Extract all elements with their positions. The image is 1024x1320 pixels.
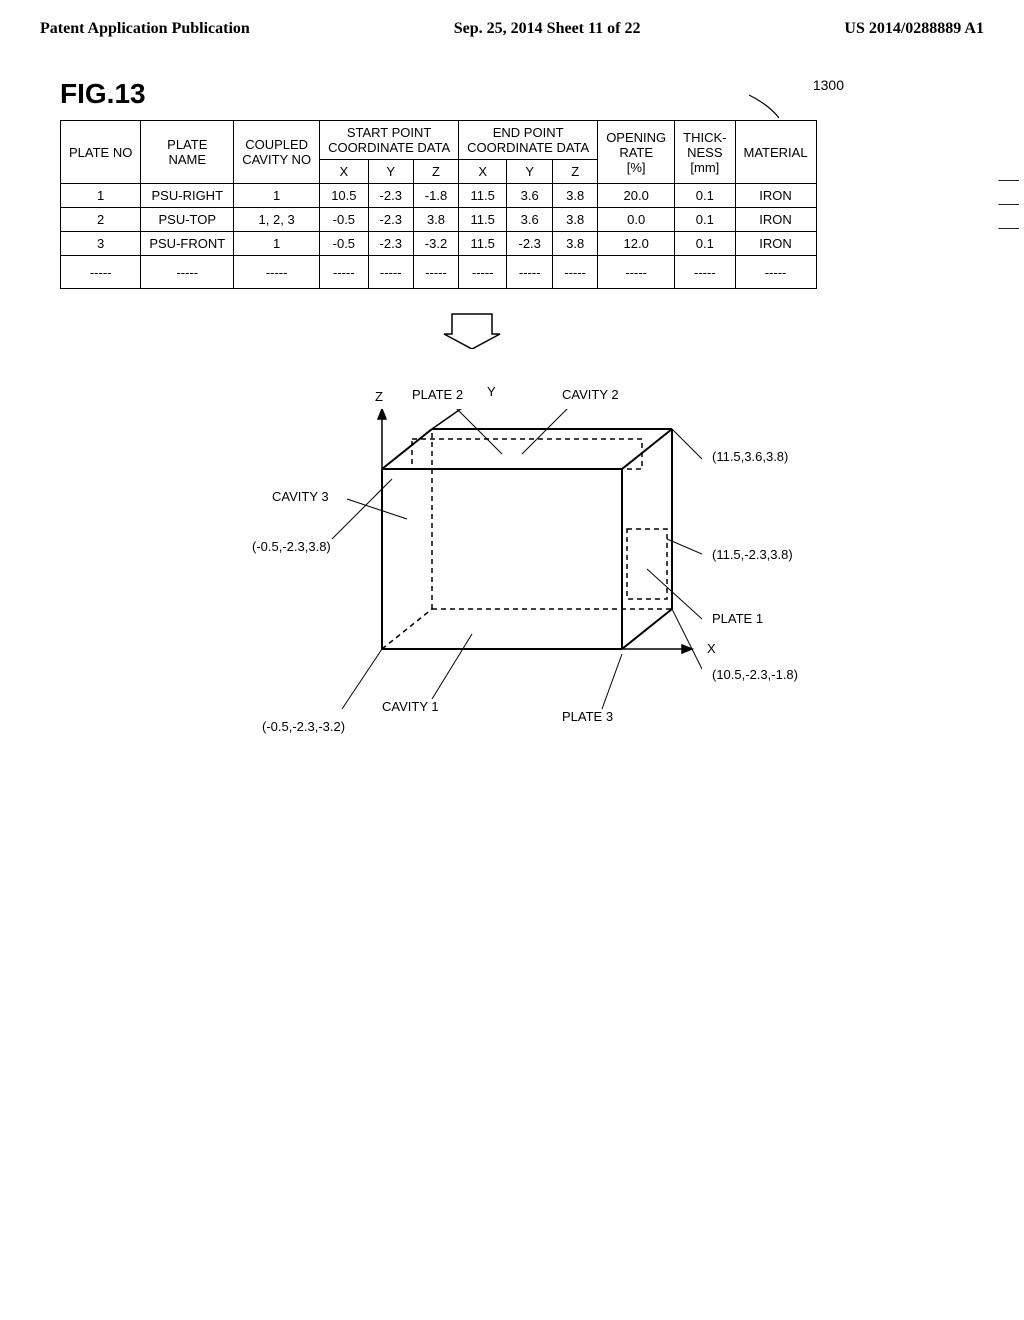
figure-label: FIG.13 <box>60 78 984 110</box>
col-coupled: COUPLED CAVITY NO <box>234 121 320 184</box>
cell-name: PSU-TOP <box>141 208 234 232</box>
col-start: START POINT COORDINATE DATA <box>320 121 459 160</box>
cavity2-label: CAVITY 2 <box>562 387 619 402</box>
cell-thk: 0.1 <box>675 208 735 232</box>
col-ex: X <box>459 160 507 184</box>
cell-sy: -2.3 <box>368 208 413 232</box>
cell-ellipsis: ----- <box>320 256 369 289</box>
col-ey: Y <box>507 160 553 184</box>
coord-c1: (11.5,3.6,3.8) <box>712 449 788 464</box>
cell-ey: 3.6 <box>507 184 553 208</box>
cell-ez: 3.8 <box>553 232 598 256</box>
row-ref-1: 1301-1 <box>998 168 1024 192</box>
cell-ex: 11.5 <box>459 184 507 208</box>
cell-ellipsis: ----- <box>735 256 816 289</box>
cell-ellipsis: ----- <box>598 256 675 289</box>
cube-diagram: Z Y X PLATE 2 CAVITY 2 CAVITY 3 (11.5,3.… <box>162 349 862 849</box>
table-row: 1 PSU-RIGHT 1 10.5 -2.3 -1.8 11.5 3.6 3.… <box>61 184 817 208</box>
cell-sy: -2.3 <box>368 232 413 256</box>
cell-ex: 11.5 <box>459 232 507 256</box>
cavity3-label: CAVITY 3 <box>272 489 329 504</box>
cell-no: 3 <box>61 232 141 256</box>
coord-c5: (-0.5,-2.3,-3.2) <box>262 719 345 734</box>
row-ref-ellipsis: ... <box>998 216 1024 240</box>
col-sy: Y <box>368 160 413 184</box>
col-opening: OPENING RATE [%] <box>598 121 675 184</box>
cell-mat: IRON <box>735 208 816 232</box>
cell-no: 2 <box>61 208 141 232</box>
plate-data-table: PLATE NO PLATE NAME COUPLED CAVITY NO ST… <box>60 120 817 289</box>
axis-y-label: Y <box>487 384 496 399</box>
row-ref-2: 1301-2 <box>998 192 1024 216</box>
cell-ellipsis: ----- <box>368 256 413 289</box>
cell-ellipsis: ----- <box>141 256 234 289</box>
header-left: Patent Application Publication <box>40 20 250 38</box>
cell-sz: -3.2 <box>413 232 458 256</box>
cell-thk: 0.1 <box>675 184 735 208</box>
table-container: 1300 PLATE NO PLATE NAME COUPLED CAVITY … <box>60 120 984 289</box>
coord-c3: (11.5,-2.3,3.8) <box>712 547 793 562</box>
coord-c4: (10.5,-2.3,-1.8) <box>712 667 798 682</box>
coord-c2: (-0.5,-2.3,3.8) <box>252 539 331 554</box>
col-end: END POINT COORDINATE DATA <box>459 121 598 160</box>
cavity1-label: CAVITY 1 <box>382 699 439 714</box>
cell-ey: 3.6 <box>507 208 553 232</box>
cell-open: 12.0 <box>598 232 675 256</box>
col-sz: Z <box>413 160 458 184</box>
table-id-text: 1300 <box>813 77 844 93</box>
table-row: 3 PSU-FRONT 1 -0.5 -2.3 -3.2 11.5 -2.3 3… <box>61 232 817 256</box>
table-row-ellipsis: ----- ----- ----- ----- ----- ----- ----… <box>61 256 817 289</box>
cell-ez: 3.8 <box>553 208 598 232</box>
plate3-label: PLATE 3 <box>562 709 613 724</box>
col-plate-name: PLATE NAME <box>141 121 234 184</box>
cell-sz: -1.8 <box>413 184 458 208</box>
cell-ellipsis: ----- <box>61 256 141 289</box>
cell-sz: 3.8 <box>413 208 458 232</box>
col-ez: Z <box>553 160 598 184</box>
row-reference-callouts: 1301-1 1301-2 ... <box>998 168 1024 240</box>
cell-ellipsis: ----- <box>675 256 735 289</box>
cell-ey: -2.3 <box>507 232 553 256</box>
plate1-label: PLATE 1 <box>712 611 763 626</box>
cell-mat: IRON <box>735 232 816 256</box>
cell-open: 0.0 <box>598 208 675 232</box>
header-center: Sep. 25, 2014 Sheet 11 of 22 <box>454 20 641 38</box>
cell-coupled: 1 <box>234 184 320 208</box>
cell-ex: 11.5 <box>459 208 507 232</box>
col-sx: X <box>320 160 369 184</box>
cell-open: 20.0 <box>598 184 675 208</box>
cell-sx: -0.5 <box>320 208 369 232</box>
table-id-callout: 1300 <box>749 90 844 123</box>
plate2-label: PLATE 2 <box>412 387 463 402</box>
page-header: Patent Application Publication Sep. 25, … <box>40 20 984 38</box>
cell-ellipsis: ----- <box>553 256 598 289</box>
cell-ellipsis: ----- <box>413 256 458 289</box>
col-thickness: THICK- NESS [mm] <box>675 121 735 184</box>
cell-sx: 10.5 <box>320 184 369 208</box>
col-material: MATERIAL <box>735 121 816 184</box>
cell-name: PSU-RIGHT <box>141 184 234 208</box>
axis-z-label: Z <box>375 389 383 404</box>
table-row: 2 PSU-TOP 1, 2, 3 -0.5 -2.3 3.8 11.5 3.6… <box>61 208 817 232</box>
axis-x-label: X <box>707 641 716 656</box>
cell-no: 1 <box>61 184 141 208</box>
cell-coupled: 1 <box>234 232 320 256</box>
cell-ellipsis: ----- <box>459 256 507 289</box>
cell-thk: 0.1 <box>675 232 735 256</box>
header-right: US 2014/0288889 A1 <box>844 20 984 38</box>
cube-svg <box>322 409 702 729</box>
col-plate-no: PLATE NO <box>61 121 141 184</box>
cell-mat: IRON <box>735 184 816 208</box>
cell-ez: 3.8 <box>553 184 598 208</box>
cell-sx: -0.5 <box>320 232 369 256</box>
cell-ellipsis: ----- <box>507 256 553 289</box>
cell-coupled: 1, 2, 3 <box>234 208 320 232</box>
cell-ellipsis: ----- <box>234 256 320 289</box>
cell-sy: -2.3 <box>368 184 413 208</box>
cell-name: PSU-FRONT <box>141 232 234 256</box>
